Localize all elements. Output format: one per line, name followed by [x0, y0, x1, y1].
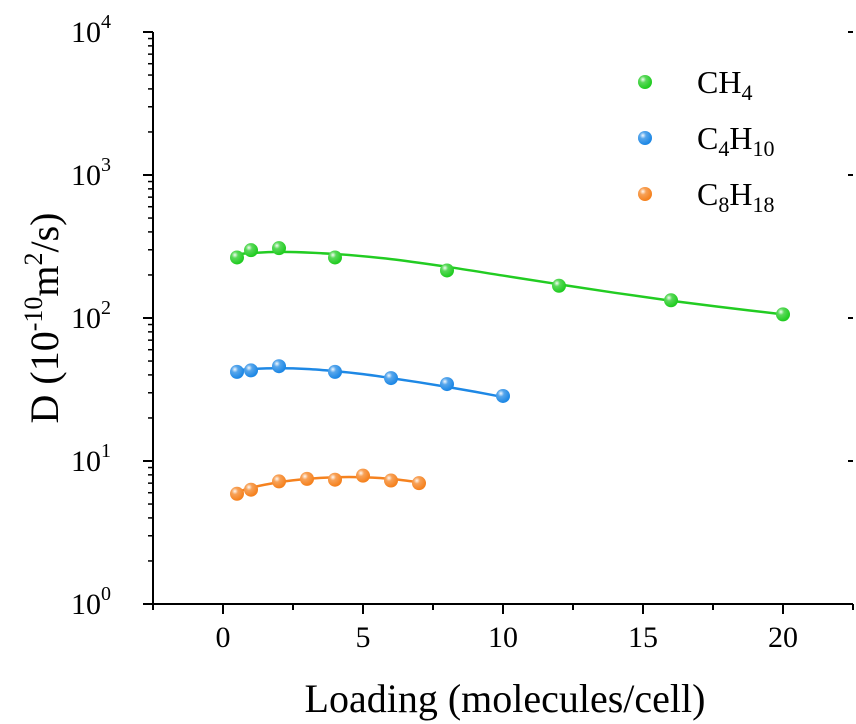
point-highlight: [244, 482, 258, 497]
x-tick-label: 20: [768, 621, 798, 654]
data-point-C4H10: [328, 364, 342, 379]
point-highlight: [638, 131, 652, 145]
legend-marker-C8H18: [638, 187, 652, 201]
legend: CH4 C4H10 C8H18: [638, 64, 774, 217]
y-tick-label: 100: [71, 583, 111, 621]
point-highlight: [272, 241, 286, 256]
x-axis: 0 5 10 15 20: [152, 604, 854, 654]
point-highlight: [638, 187, 652, 201]
point-highlight: [440, 263, 454, 278]
y-tick-label: 101: [71, 440, 111, 478]
x-axis-title: Loading (molecules/cell): [305, 676, 706, 721]
y-tick-label: 102: [71, 297, 111, 335]
point-highlight: [496, 388, 510, 403]
point-highlight: [440, 377, 454, 392]
y-tick-label: 103: [71, 154, 111, 192]
point-highlight: [300, 471, 314, 486]
point-highlight: [328, 472, 342, 487]
point-highlight: [384, 473, 398, 488]
point-highlight: [776, 307, 790, 322]
data-points: [230, 241, 790, 501]
point-highlight: [230, 486, 244, 501]
point-highlight: [230, 250, 244, 265]
data-point-C8H18: [412, 476, 426, 491]
y-tick-label: 104: [71, 11, 111, 49]
point-highlight: [356, 468, 370, 483]
point-highlight: [328, 250, 342, 265]
point-highlight: [328, 364, 342, 379]
data-point-C4H10: [244, 363, 258, 378]
point-highlight: [638, 75, 652, 89]
data-point-C4H10: [496, 388, 510, 403]
fit-lines: [236, 250, 784, 494]
data-point-C8H18: [272, 474, 286, 489]
fit-line-CH4: [236, 250, 784, 316]
legend-marker-C4H10: [638, 131, 652, 145]
data-point-CH4: [440, 263, 454, 278]
data-point-CH4: [664, 293, 678, 308]
legend-marker-CH4: [638, 75, 652, 89]
data-point-C8H18: [244, 482, 258, 497]
y-axis: 100 101 102 103 104: [71, 11, 853, 621]
data-point-C8H18: [384, 473, 398, 488]
data-point-C8H18: [328, 472, 342, 487]
data-point-C8H18: [300, 471, 314, 486]
data-point-CH4: [328, 250, 342, 265]
point-highlight: [244, 363, 258, 378]
point-highlight: [272, 359, 286, 374]
point-highlight: [244, 243, 258, 258]
point-highlight: [272, 474, 286, 489]
x-tick-label: 0: [216, 621, 231, 654]
legend-label-C4H10: C4H10: [697, 120, 774, 161]
data-point-C4H10: [272, 359, 286, 374]
data-point-CH4: [230, 250, 244, 265]
data-point-C4H10: [230, 364, 244, 379]
y-axis-title: D (10-10m2/s): [19, 212, 67, 423]
legend-label-C8H18: C8H18: [697, 176, 774, 217]
data-point-CH4: [244, 243, 258, 258]
data-point-CH4: [552, 278, 566, 293]
x-tick-label: 15: [628, 621, 658, 654]
fit-line-C4H10: [236, 367, 504, 399]
legend-label-CH4: CH4: [697, 64, 752, 105]
point-highlight: [664, 293, 678, 308]
x-tick-label: 5: [356, 621, 371, 654]
data-point-C4H10: [440, 377, 454, 392]
point-highlight: [412, 476, 426, 491]
point-highlight: [230, 364, 244, 379]
plot-area: [152, 32, 853, 605]
data-point-C4H10: [384, 371, 398, 386]
point-highlight: [384, 371, 398, 386]
data-point-C8H18: [356, 468, 370, 483]
data-point-C8H18: [230, 486, 244, 501]
data-point-CH4: [776, 307, 790, 322]
x-tick-label: 10: [488, 621, 518, 654]
data-point-CH4: [272, 241, 286, 256]
point-highlight: [552, 278, 566, 293]
